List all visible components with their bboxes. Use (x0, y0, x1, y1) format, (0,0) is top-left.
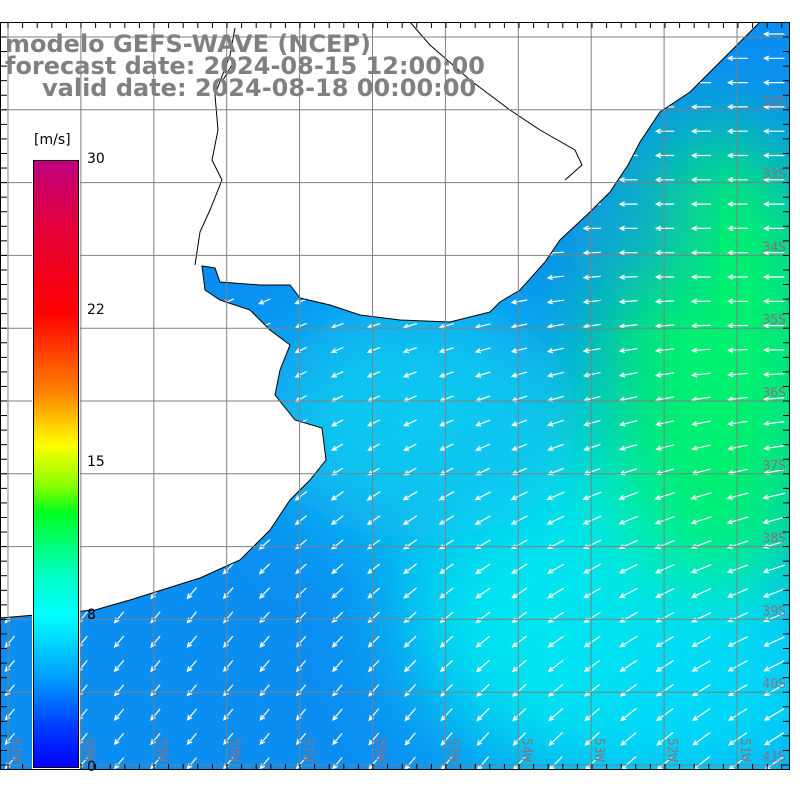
lat-lon-grid (0, 22, 790, 770)
latitude-label: 33S (763, 168, 786, 183)
latitude-label: 38S (763, 532, 786, 547)
latitude-label: 35S (763, 313, 786, 328)
map-frame (0, 22, 790, 770)
longitude-label: 57W (300, 738, 315, 762)
land (0, 22, 761, 619)
uruguay-river (194, 27, 236, 266)
title-model: modelo GEFS-WAVE (NCEP) (5, 30, 371, 58)
longitude-label: 55W (445, 738, 460, 762)
latitude-labels: 32S 33S 34S 35S 36S 37S 38S 39S 40S 41S (763, 95, 786, 765)
colorbar (32, 159, 80, 769)
latitude-label: 34S (763, 240, 786, 255)
longitude-label: 58W (227, 738, 242, 762)
lagoa-mirim-coast (409, 22, 583, 181)
axis-ticks (0, 22, 790, 770)
latitude-label: 41S (763, 750, 786, 765)
latitude-label: 37S (763, 459, 786, 474)
title-valid-date: valid date: 2024-08-18 00:00:00 (42, 74, 477, 102)
longitude-label: 52W (664, 738, 679, 762)
longitude-label: 61W (8, 738, 23, 762)
colorbar-tick: 15 (87, 454, 105, 470)
longitude-label: 60W (81, 738, 96, 762)
latitude-label: 36S (763, 386, 786, 401)
colorbar-tick: 8 (87, 607, 96, 623)
latitude-label: 39S (763, 604, 786, 619)
latitude-label: 40S (763, 677, 786, 692)
longitude-label: 53W (591, 738, 606, 762)
longitude-label: 54W (518, 738, 533, 762)
longitude-label: 51W (737, 738, 752, 762)
colorbar-tick: 0 (87, 759, 96, 775)
title-forecast-date: forecast date: 2024-08-15 12:00:00 (5, 52, 485, 80)
colorbar-unit: [m/s] (34, 132, 71, 148)
latitude-label: 32S (763, 95, 786, 110)
colorbar-tick: 22 (87, 302, 105, 318)
colorbar-tick: 30 (87, 151, 105, 167)
longitude-labels: 61W 60W 59W 58W 57W 56W 55W 54W 53W 52W 51W (8, 738, 752, 762)
longitude-label: 56W (373, 738, 388, 762)
longitude-label: 59W (154, 738, 169, 762)
